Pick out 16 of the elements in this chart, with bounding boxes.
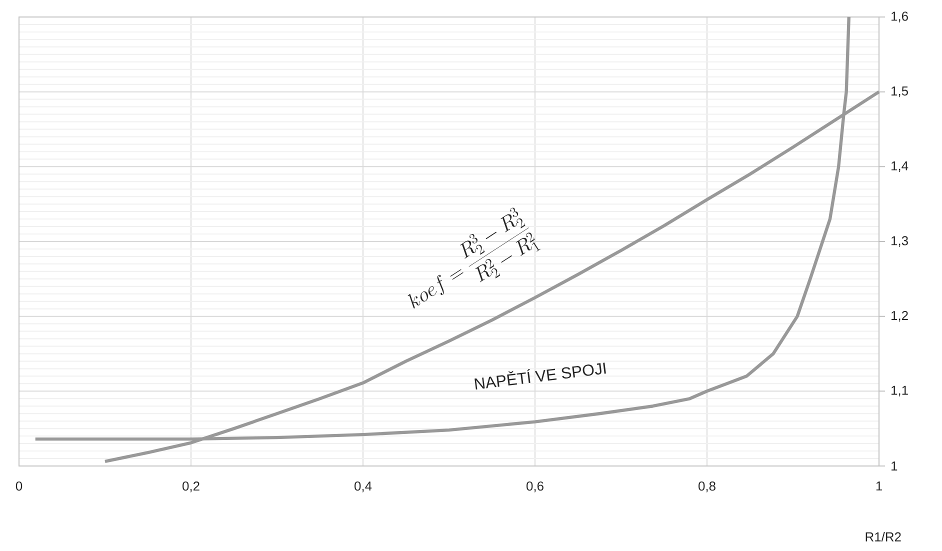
y-tick-label: 1,6: [892, 12, 908, 22]
x-tick-label: 0: [16, 482, 22, 491]
y-tick-label: 1,3: [892, 236, 908, 247]
x-axis-title: R1/R2: [866, 532, 901, 542]
y-tick-label: 1,1: [892, 386, 908, 396]
x-tick-label: 0,6: [526, 482, 544, 492]
x-tick-label: 0,4: [354, 482, 372, 492]
x-tick-label: 1: [876, 482, 882, 490]
y-tick-label: 1: [892, 462, 898, 470]
y-tick-label: 1,4: [892, 161, 908, 172]
y-tick-label: 1,5: [892, 86, 908, 98]
annotation: NAPĚTÍ VE SPOJI: [474, 362, 606, 390]
annotation: $koef = \frac{R_2^3 - R_2^3}{R_2^2 - R_1^2}$: [408, 208, 541, 308]
x-tick-label: 0,8: [698, 482, 716, 492]
y-tick-label: 1,2: [892, 310, 908, 322]
x-tick-label: 0,2: [182, 482, 200, 492]
